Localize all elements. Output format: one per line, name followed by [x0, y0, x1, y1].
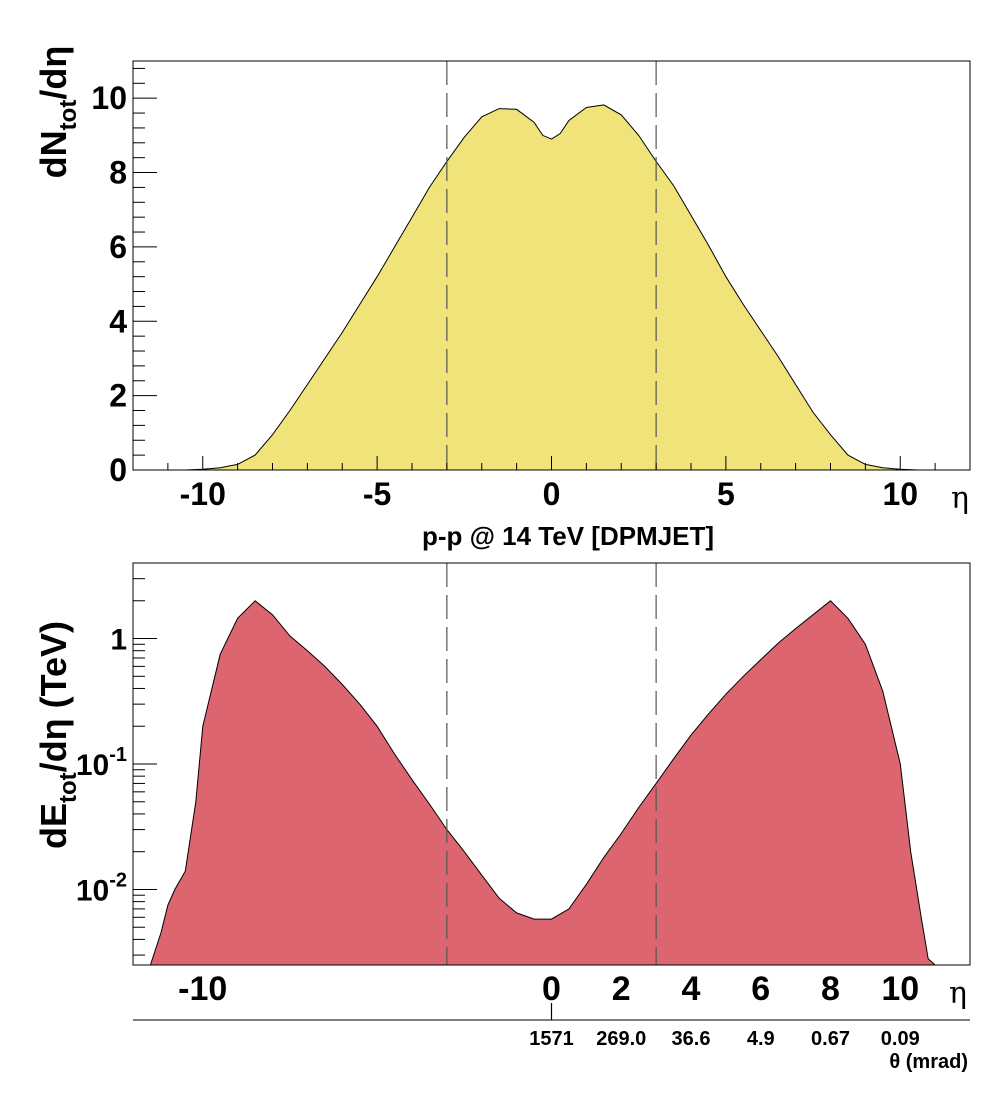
bottom-y-axis-label-base: dE	[33, 803, 74, 849]
bottom-x-tick-label: 2	[612, 970, 631, 1008]
top-x-axis-label: η	[951, 481, 969, 516]
bottom-x-tick-label: 6	[751, 970, 770, 1008]
top-chart-title: p-p @ 14 TeV [DPMJET]	[422, 521, 714, 551]
theta-axis-ticks: 1571 269.0 36.6 4.9 0.67 0.09	[529, 1003, 920, 1050]
bottom-x-tick-label: 0	[542, 970, 561, 1008]
top-y-tick-label: 2	[109, 378, 127, 414]
top-series-area	[185, 104, 918, 471]
bottom-series-area	[149, 600, 937, 966]
bottom-y-axis-label-sub: tot	[55, 772, 82, 803]
theta-tick-label: 1571	[529, 1028, 574, 1050]
top-chart-panel: -10 -5 0 5 10 0 2 4 6 8 10 η p-p @ 14 TeV [DPMJET…	[33, 46, 971, 551]
top-y-axis-label-sub: tot	[55, 100, 82, 131]
bottom-x-axis-label: η	[949, 976, 967, 1011]
bottom-x-axis-ticks: -10 0 2 4 6 8 10	[178, 970, 919, 1008]
top-y-axis-label: dNtot/dη	[33, 46, 82, 179]
bottom-chart-panel: -10 0 2 4 6 8 10 1 10-1 10-2 η dEtot/dη (TeV)	[33, 562, 971, 1011]
bottom-y-tick-label: 1	[110, 624, 127, 657]
bottom-y-axis-label-rest: /dη (TeV)	[33, 621, 74, 772]
top-eta-cut-lines	[446, 61, 657, 470]
theta-tick-label: 0.09	[881, 1028, 920, 1050]
bottom-x-tick-label: -10	[178, 970, 227, 1008]
theta-tick-label: 4.9	[747, 1028, 775, 1050]
bottom-eta-cut-lines	[446, 563, 657, 965]
top-x-axis-ticks: -10 -5 0 5 10	[132, 456, 971, 512]
top-y-axis-label-base: dN	[33, 130, 74, 178]
top-y-tick-label: 8	[109, 155, 127, 191]
bottom-y-tick-label: 10-1	[76, 744, 127, 782]
top-y-tick-label: 4	[109, 303, 127, 339]
top-y-axis-ticks: 0 2 4 6 8 10	[91, 67, 157, 488]
bottom-distribution-area	[149, 600, 937, 966]
top-x-tick-label: -5	[363, 476, 391, 512]
bottom-x-tick-label: 4	[682, 970, 701, 1008]
theta-tick-label: 0.67	[811, 1028, 850, 1050]
bottom-x-tick-label: 10	[881, 970, 919, 1008]
top-y-tick-label: 0	[109, 452, 127, 488]
top-y-tick-label: 6	[109, 229, 127, 265]
top-distribution-area	[185, 104, 918, 471]
bottom-y-axis-ticks: 1 10-1 10-2	[76, 562, 157, 956]
top-x-tick-label: 5	[717, 476, 735, 512]
theta-tick-label: 269.0	[596, 1028, 646, 1050]
top-y-tick-label: 10	[91, 80, 127, 116]
top-x-tick-label: 10	[882, 476, 918, 512]
top-y-axis-label-rest: /dη	[33, 46, 74, 100]
bottom-y-tick-label: 10-2	[76, 869, 127, 907]
theta-axis: 1571 269.0 36.6 4.9 0.67 0.09 θ (mrad)	[133, 1003, 970, 1073]
theta-tick-label: 36.6	[672, 1028, 711, 1050]
top-x-tick-label: -10	[180, 476, 226, 512]
top-x-tick-label: 0	[543, 476, 561, 512]
bottom-y-axis-label: dEtot/dη (TeV)	[33, 621, 82, 849]
theta-axis-label: θ (mrad)	[889, 1051, 968, 1073]
bottom-x-tick-label: 8	[821, 970, 840, 1008]
